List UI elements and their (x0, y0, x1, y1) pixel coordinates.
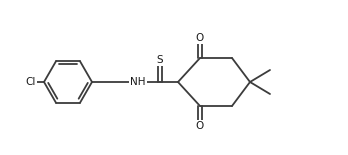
Text: O: O (196, 121, 204, 131)
Text: Cl: Cl (26, 77, 36, 87)
Text: NH: NH (130, 77, 146, 87)
Text: S: S (157, 55, 163, 65)
Text: O: O (196, 33, 204, 43)
